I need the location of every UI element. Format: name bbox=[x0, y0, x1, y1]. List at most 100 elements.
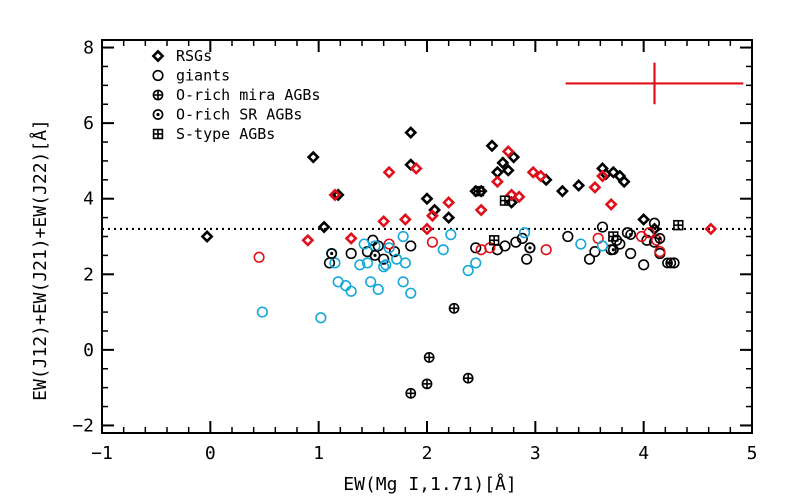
circle-dot-center bbox=[658, 236, 662, 240]
data-point-diamond-black bbox=[555, 184, 569, 198]
circle-marker bbox=[329, 257, 341, 269]
circle-marker bbox=[345, 285, 357, 297]
data-point-circle-black bbox=[372, 240, 384, 252]
legend-marker-circle bbox=[152, 69, 164, 82]
y-axis-title: EW(J12)+EW(J21)+EW(J22)[Å] bbox=[29, 119, 51, 401]
data-point-circle-black bbox=[638, 259, 650, 271]
circle-marker bbox=[397, 230, 409, 243]
diamond-marker bbox=[512, 190, 526, 204]
circle-marker bbox=[521, 253, 533, 265]
data-point-circle-dot-black bbox=[654, 232, 666, 244]
circle-marker bbox=[361, 257, 374, 269]
data-point-circle-cyan bbox=[437, 244, 449, 256]
circle-marker bbox=[383, 238, 395, 250]
circle-marker bbox=[152, 69, 164, 82]
data-point-circle-black bbox=[378, 253, 390, 265]
legend-label: S-type AGBs bbox=[176, 125, 275, 143]
diamond-marker bbox=[420, 192, 434, 206]
y-tick-label: 2 bbox=[83, 264, 94, 285]
circle-dot-ring bbox=[369, 249, 381, 261]
x-tick-label: 1 bbox=[313, 443, 324, 464]
data-point-circle-black bbox=[521, 253, 533, 265]
data-point-diamond-red bbox=[344, 231, 358, 245]
diamond-marker bbox=[474, 203, 488, 217]
data-point-diamond-red bbox=[490, 175, 504, 189]
data-point-circle-cyan bbox=[518, 227, 531, 239]
data-point-diamond-black bbox=[317, 220, 331, 234]
data-point-diamond-black bbox=[496, 156, 510, 170]
data-point-circle-cyan bbox=[365, 276, 377, 288]
data-point-diamond-black bbox=[404, 126, 418, 140]
legend-marker-diamond bbox=[151, 49, 165, 63]
data-point-square-plus-black bbox=[608, 231, 619, 242]
diamond-marker bbox=[151, 49, 165, 63]
data-point-square-plus-black bbox=[488, 235, 500, 246]
data-point-circle-cyan bbox=[329, 257, 341, 269]
data-point-diamond-black bbox=[420, 192, 434, 206]
diamond-marker bbox=[200, 230, 214, 243]
data-point-diamond-red bbox=[442, 196, 456, 209]
data-point-circle-black bbox=[562, 230, 574, 243]
circle-marker bbox=[354, 259, 366, 271]
y-tick-label: 4 bbox=[83, 189, 94, 210]
data-point-circle-black bbox=[589, 246, 601, 258]
diamond-marker bbox=[704, 222, 718, 236]
diamond-marker bbox=[617, 175, 631, 189]
legend-marker-circle-plus bbox=[152, 89, 164, 101]
y-tick-label: 8 bbox=[83, 38, 94, 59]
data-point-diamond-black bbox=[200, 230, 214, 243]
data-point-circle-red bbox=[540, 244, 552, 256]
circle-dot-center bbox=[528, 246, 532, 250]
data-point-circle-cyan bbox=[397, 230, 409, 243]
data-point-circle-dot-black bbox=[326, 248, 338, 259]
data-point-circle-black bbox=[499, 240, 511, 252]
data-point-circle-red bbox=[426, 236, 439, 248]
diamond-marker bbox=[501, 145, 515, 158]
diamond-marker bbox=[588, 180, 602, 194]
data-point-circle-plus-black bbox=[448, 302, 460, 314]
data-point-diamond-red bbox=[596, 169, 609, 183]
data-point-diamond-red bbox=[398, 213, 412, 226]
diamond-marker bbox=[555, 184, 569, 198]
circle-marker bbox=[256, 306, 268, 318]
circle-marker bbox=[614, 238, 626, 250]
legend-marker-square-plus bbox=[152, 128, 164, 140]
circle-marker bbox=[358, 238, 370, 250]
data-point-diamond-red bbox=[704, 222, 718, 236]
data-point-circle-cyan bbox=[445, 229, 457, 241]
data-point-circle-cyan bbox=[575, 238, 587, 250]
data-point-diamond-red bbox=[377, 214, 391, 228]
data-point-diamond-red bbox=[409, 162, 423, 175]
diamond-marker bbox=[317, 220, 331, 234]
data-point-circle-dot-black bbox=[665, 257, 677, 269]
diamond-marker bbox=[382, 165, 396, 179]
data-point-diamond-black bbox=[507, 150, 521, 164]
circle-dot-ring bbox=[524, 242, 536, 254]
data-point-circle-cyan bbox=[256, 306, 268, 318]
diamond-marker bbox=[398, 213, 412, 226]
circle-dot-center bbox=[156, 112, 160, 117]
circle-marker bbox=[654, 246, 666, 258]
circle-dot-ring bbox=[326, 248, 338, 259]
data-point-diamond-red bbox=[526, 165, 540, 179]
circle-marker bbox=[596, 221, 609, 233]
legend-label: giants bbox=[176, 67, 230, 85]
circle-marker bbox=[625, 247, 637, 260]
data-point-diamond-red bbox=[474, 203, 488, 217]
legend-label: O-rich SR AGBs bbox=[176, 106, 302, 124]
diamond-marker bbox=[485, 139, 499, 153]
data-point-circle-plus-black bbox=[421, 378, 433, 390]
data-point-circle-cyan bbox=[378, 261, 390, 273]
diamond-marker bbox=[442, 211, 456, 225]
data-point-circle-dot-black bbox=[369, 249, 381, 261]
circle-marker bbox=[399, 257, 411, 269]
legend-label: RSGs bbox=[176, 47, 212, 65]
diamond-marker bbox=[501, 163, 515, 177]
diamond-marker bbox=[637, 213, 651, 226]
data-point-circle-red bbox=[383, 238, 395, 250]
circle-marker bbox=[405, 240, 417, 252]
data-point-circle-black bbox=[648, 217, 661, 229]
data-point-circle-cyan bbox=[397, 276, 409, 288]
data-point-diamond-red bbox=[420, 222, 434, 236]
circle-marker bbox=[499, 240, 511, 252]
